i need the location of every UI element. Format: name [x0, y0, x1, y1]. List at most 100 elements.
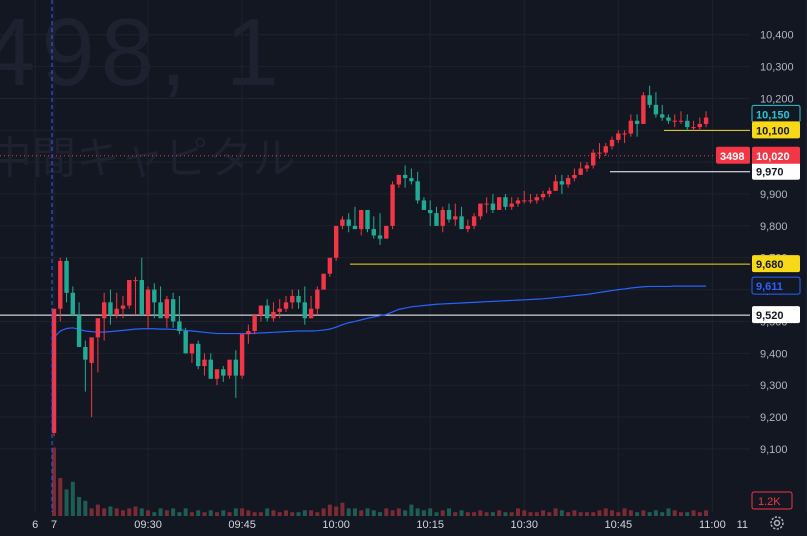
candle-body — [703, 117, 709, 124]
candle-body — [83, 346, 88, 360]
volume-bar — [309, 510, 314, 516]
volume-bar — [384, 508, 389, 516]
volume-bar — [127, 508, 132, 516]
vwap-tag-border — [751, 276, 801, 295]
candle-body — [647, 95, 652, 105]
volume-tag: 1.2K — [758, 496, 781, 508]
candle-body — [591, 152, 596, 166]
candle-body — [559, 181, 565, 185]
candle-body — [108, 302, 113, 316]
volume-bar — [296, 512, 301, 516]
candle-body — [622, 133, 627, 135]
candle-body — [634, 120, 640, 124]
candle-body — [578, 168, 583, 175]
volume-bar — [641, 510, 646, 516]
candle-body — [333, 225, 339, 258]
candle-body — [672, 120, 677, 122]
candle-body — [246, 331, 251, 335]
price-line-tag: 9,970 — [756, 167, 784, 179]
price-line-tag-bg — [752, 162, 800, 180]
x-tick-label: 10:30 — [510, 519, 538, 531]
volume-bar — [208, 510, 213, 516]
volume-bar — [215, 512, 220, 516]
candle-body — [371, 229, 376, 236]
x-tick-label: 09:30 — [134, 519, 162, 531]
volume-bar — [421, 510, 426, 516]
candle-body — [152, 289, 157, 303]
volume-bar — [378, 512, 383, 516]
volume-bar — [95, 504, 100, 516]
gear-icon[interactable] — [768, 514, 786, 532]
candle-body — [421, 200, 427, 210]
volume-bar — [597, 510, 602, 516]
volume-bar — [490, 512, 495, 516]
volume-bar — [359, 510, 364, 516]
candle-body — [603, 146, 608, 153]
volume-bar — [252, 512, 257, 516]
y-tick-label: 9,200 — [760, 412, 788, 424]
volume-bar — [447, 508, 452, 516]
vwap-tag-bg — [752, 277, 800, 295]
candle-body — [308, 308, 314, 319]
volume-bar — [679, 512, 683, 516]
volume-bar — [371, 510, 376, 516]
candle-body — [120, 305, 126, 309]
volume-bar — [685, 512, 690, 516]
candle-body — [384, 225, 389, 239]
volume-bar — [340, 502, 345, 516]
y-tick-label: 10,400 — [760, 30, 794, 42]
volume-bar — [164, 510, 169, 516]
volume-bar — [321, 508, 326, 516]
x-tick-label: 10:45 — [605, 519, 633, 531]
candle-body — [534, 197, 539, 201]
volume-bar — [139, 508, 144, 516]
x-tick-label: 09:45 — [228, 519, 256, 531]
volume-bar — [635, 512, 640, 516]
volume-bar — [653, 510, 658, 516]
candle-body — [641, 95, 646, 124]
candle-body — [528, 200, 533, 202]
candle-body — [233, 359, 239, 376]
candle-body — [101, 302, 107, 319]
candle-body — [315, 289, 320, 309]
candle-body — [691, 127, 696, 129]
volume-bar — [415, 508, 420, 516]
volume-bar — [152, 512, 157, 516]
volume-bar — [265, 508, 270, 516]
candle-body — [340, 219, 345, 226]
candle-body — [346, 219, 351, 226]
x-tick-label: 7 — [51, 519, 57, 531]
x-tick-label: 10:15 — [416, 519, 444, 531]
candle-body — [685, 120, 690, 128]
volume-bar — [227, 512, 232, 516]
volume-bar — [365, 508, 370, 516]
candle-body — [628, 120, 634, 134]
candle-body — [283, 302, 289, 309]
volume-bar — [64, 489, 69, 516]
volume-bar — [409, 504, 414, 516]
volume-bar — [453, 512, 458, 516]
candle-body — [133, 280, 138, 282]
volume-bar — [509, 512, 514, 516]
last-price-tag-bg — [752, 105, 800, 123]
candle-body — [396, 174, 402, 185]
volume-bar — [541, 510, 546, 516]
candle-body — [697, 123, 703, 128]
volume-bar — [484, 512, 489, 516]
candle-body — [471, 216, 477, 226]
price-line-tag: 9,680 — [756, 259, 784, 271]
candle-body — [214, 369, 220, 379]
volume-bar — [58, 478, 63, 516]
candle-body — [296, 295, 301, 303]
vwap-tag: 9,611 — [756, 281, 783, 293]
volume-bar — [283, 510, 288, 516]
y-tick-label: 9,900 — [760, 189, 788, 201]
candle-body — [390, 184, 395, 226]
volume-bar — [83, 500, 88, 516]
candle-body — [402, 174, 408, 179]
y-tick-label: 10,300 — [760, 62, 794, 74]
candle-body — [597, 152, 602, 154]
volume-bar — [390, 510, 395, 516]
volume-bar — [503, 512, 508, 516]
